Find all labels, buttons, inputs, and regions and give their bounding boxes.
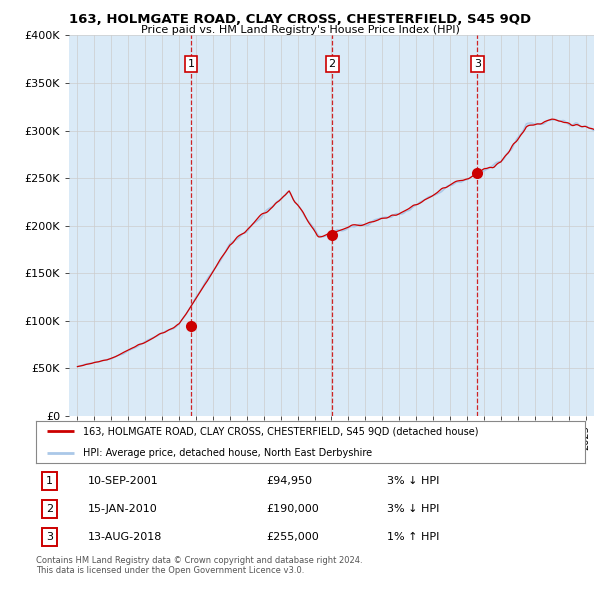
Text: HPI: Average price, detached house, North East Derbyshire: HPI: Average price, detached house, Nort… (83, 448, 372, 457)
Text: 3: 3 (46, 532, 53, 542)
Text: £255,000: £255,000 (266, 532, 319, 542)
Text: 2: 2 (46, 504, 53, 514)
Text: 1: 1 (187, 59, 194, 69)
Text: 15-JAN-2010: 15-JAN-2010 (88, 504, 158, 514)
Text: 2: 2 (329, 59, 336, 69)
Text: Price paid vs. HM Land Registry's House Price Index (HPI): Price paid vs. HM Land Registry's House … (140, 25, 460, 35)
Text: 10-SEP-2001: 10-SEP-2001 (88, 476, 159, 486)
Text: £94,950: £94,950 (266, 476, 313, 486)
Text: 1: 1 (46, 476, 53, 486)
Text: 13-AUG-2018: 13-AUG-2018 (88, 532, 163, 542)
Text: Contains HM Land Registry data © Crown copyright and database right 2024.
This d: Contains HM Land Registry data © Crown c… (36, 556, 362, 575)
Text: 3% ↓ HPI: 3% ↓ HPI (388, 476, 440, 486)
Text: £190,000: £190,000 (266, 504, 319, 514)
Text: 1% ↑ HPI: 1% ↑ HPI (388, 532, 440, 542)
Text: 163, HOLMGATE ROAD, CLAY CROSS, CHESTERFIELD, S45 9QD (detached house): 163, HOLMGATE ROAD, CLAY CROSS, CHESTERF… (83, 427, 478, 436)
Text: 3: 3 (474, 59, 481, 69)
Text: 163, HOLMGATE ROAD, CLAY CROSS, CHESTERFIELD, S45 9QD: 163, HOLMGATE ROAD, CLAY CROSS, CHESTERF… (69, 13, 531, 26)
Text: 3% ↓ HPI: 3% ↓ HPI (388, 504, 440, 514)
